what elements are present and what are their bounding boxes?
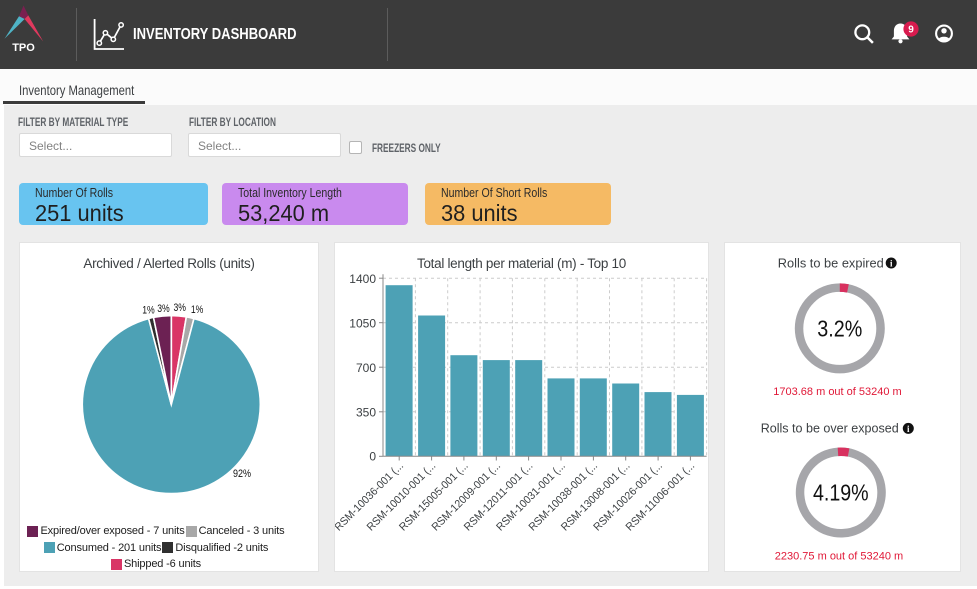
svg-text:350: 350	[356, 406, 376, 420]
svg-text:3.2%: 3.2%	[817, 315, 862, 341]
svg-text:700: 700	[356, 361, 376, 375]
svg-text:1%: 1%	[142, 304, 155, 316]
svg-text:1400: 1400	[349, 272, 376, 286]
svg-text:0: 0	[369, 450, 376, 464]
svg-text:1%: 1%	[191, 304, 204, 316]
svg-text:2230.75 m out of 53240 m: 2230.75 m out of 53240 m	[775, 551, 903, 563]
svg-text:Rolls to be over exposed: Rolls to be over exposed	[761, 421, 899, 436]
svg-text:i: i	[907, 424, 910, 434]
svg-text:1050: 1050	[349, 317, 376, 331]
svg-text:3%: 3%	[157, 303, 170, 315]
svg-text:Rolls to be expired: Rolls to be expired	[778, 255, 884, 270]
svg-text:9: 9	[908, 25, 914, 36]
svg-text:92%: 92%	[233, 468, 251, 480]
svg-text:1703.68 m out of 53240 m: 1703.68 m out of 53240 m	[773, 386, 901, 398]
svg-text:4.19%: 4.19%	[813, 480, 869, 506]
svg-text:3%: 3%	[173, 302, 186, 314]
svg-text:i: i	[890, 259, 893, 269]
